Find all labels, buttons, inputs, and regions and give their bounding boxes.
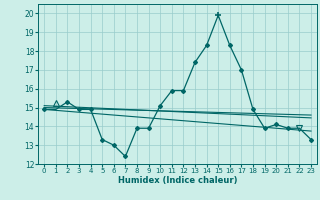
X-axis label: Humidex (Indice chaleur): Humidex (Indice chaleur) <box>118 176 237 185</box>
